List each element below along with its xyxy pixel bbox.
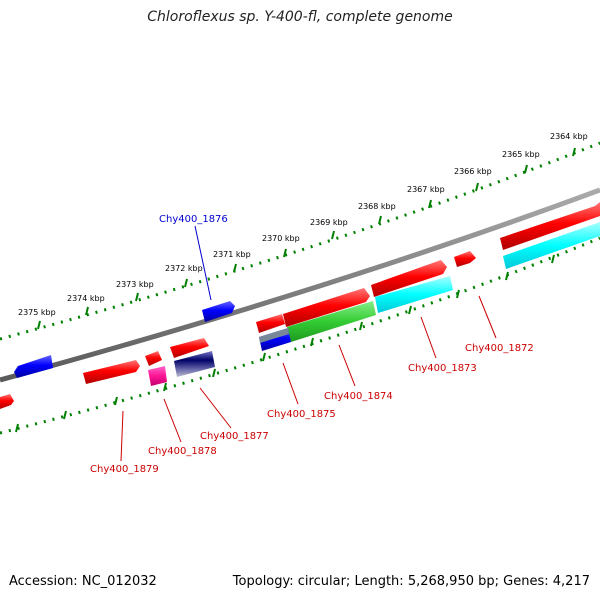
major-tick (135, 292, 139, 302)
gene-chy400-1878-upper-arrow[interactable] (145, 351, 162, 366)
gene-forward-arrow[interactable] (500, 202, 600, 250)
major-tick (331, 230, 335, 240)
gene-chy400-1872-feature[interactable] (503, 222, 600, 269)
gene-label-1875[interactable]: Chy400_1875 (267, 409, 336, 420)
gene-chy400-1874-feature[interactable] (287, 301, 376, 342)
gene-label-1874[interactable]: Chy400_1874 (324, 391, 393, 402)
major-tick (262, 352, 266, 362)
length-label: Length: (354, 574, 404, 589)
tick-label: 2366 kbp (454, 167, 492, 176)
major-tick (212, 368, 216, 378)
gene-labels: Chy400_1872 Chy400_1873 Chy400_1874 Chy4… (90, 214, 534, 475)
gene-chy400-1877-upper-arrow[interactable] (170, 338, 209, 358)
accession-label: Accession: (9, 574, 78, 589)
tick-label: 2375 kbp (18, 308, 56, 317)
gene-forward-arrow[interactable] (256, 314, 285, 333)
kbp-labels: 2364 kbp 2365 kbp 2366 kbp 2367 kbp 2368… (18, 132, 588, 317)
genome-backbone (0, 187, 600, 383)
map-title: Chloroflexus sp. Y-400-fl, complete geno… (147, 9, 453, 25)
major-tick (505, 271, 509, 281)
gene-label-1876[interactable]: Chy400_1876 (159, 214, 228, 225)
gene-forward-arrow[interactable] (283, 288, 370, 327)
gene-label-1873[interactable]: Chy400_1873 (408, 363, 477, 374)
length-value: 5,268,950 bp (407, 574, 495, 589)
leader-line-1879 (120, 410, 124, 462)
gene-chy400-1878-feature[interactable] (148, 366, 167, 386)
major-tick (114, 396, 118, 406)
tick-label: 2372 kbp (165, 264, 203, 273)
major-tick (283, 248, 287, 258)
major-tick (233, 263, 237, 273)
outer-major-ticks (37, 147, 576, 330)
genes-value: 4,217 (552, 574, 590, 589)
major-tick (456, 289, 460, 299)
major-tick (15, 423, 19, 433)
gene-label-1879[interactable]: Chy400_1879 (90, 464, 159, 475)
leader-lines (120, 225, 497, 462)
tick-label: 2368 kbp (358, 202, 396, 211)
major-tick (37, 320, 41, 330)
major-tick (163, 382, 167, 392)
leader-line-1878 (163, 398, 182, 443)
major-tick (184, 278, 188, 288)
major-tick (408, 305, 412, 315)
tick-label: 2364 kbp (550, 132, 588, 141)
leader-line-1875 (282, 362, 299, 405)
major-tick (551, 254, 555, 264)
major-tick (475, 182, 479, 192)
major-tick (310, 337, 314, 347)
tick-label: 2373 kbp (116, 280, 154, 289)
gene-chy400-1877-feature-stack[interactable] (174, 351, 215, 377)
gene-forward-arrow[interactable] (454, 251, 476, 267)
gene-chy400-1876-arrow[interactable] (202, 301, 235, 322)
accession-value: NC_012032 (81, 574, 157, 589)
inner-major-ticks (15, 254, 555, 433)
leader-line-1877 (199, 387, 232, 429)
major-tick (524, 164, 528, 174)
tick-label: 2371 kbp (213, 250, 251, 259)
topology-value: circular (297, 574, 346, 589)
major-tick (85, 306, 89, 316)
major-tick (378, 215, 382, 225)
gene-chy400-1879-arrow[interactable] (83, 360, 140, 384)
gene-forward-arrow[interactable] (0, 394, 14, 409)
genes-label: Genes: (503, 574, 549, 589)
gene-label-1872[interactable]: Chy400_1872 (465, 343, 534, 354)
major-tick (63, 410, 67, 420)
tick-label: 2367 kbp (407, 185, 445, 194)
leader-line-1873 (420, 316, 437, 359)
separator: ; (345, 574, 351, 589)
gene-chy400-1873-feature[interactable] (375, 276, 453, 313)
major-tick (359, 321, 363, 331)
tick-label: 2374 kbp (67, 294, 105, 303)
tick-label: 2370 kbp (262, 234, 300, 243)
gene-label-1878[interactable]: Chy400_1878 (148, 446, 217, 457)
gene-chy400-1875-feature-top (259, 328, 289, 343)
leader-line-1876 (194, 225, 212, 301)
major-tick (572, 147, 576, 157)
major-tick (428, 199, 432, 209)
gene-forward-arrow[interactable] (371, 260, 447, 297)
separator: ; (494, 574, 500, 589)
gene-label-1877[interactable]: Chy400_1877 (200, 431, 269, 442)
topology-label: Topology: (232, 574, 294, 589)
leader-line-1872 (478, 295, 497, 339)
leader-line-1874 (338, 344, 356, 387)
accession-info: Accession: NC_012032 (9, 574, 157, 589)
genome-stats: Topology: circular; Length: 5,268,950 bp… (233, 574, 590, 589)
gene-reverse-arrow[interactable] (14, 355, 53, 378)
tick-label: 2369 kbp (310, 218, 348, 227)
tick-label: 2365 kbp (502, 150, 540, 159)
